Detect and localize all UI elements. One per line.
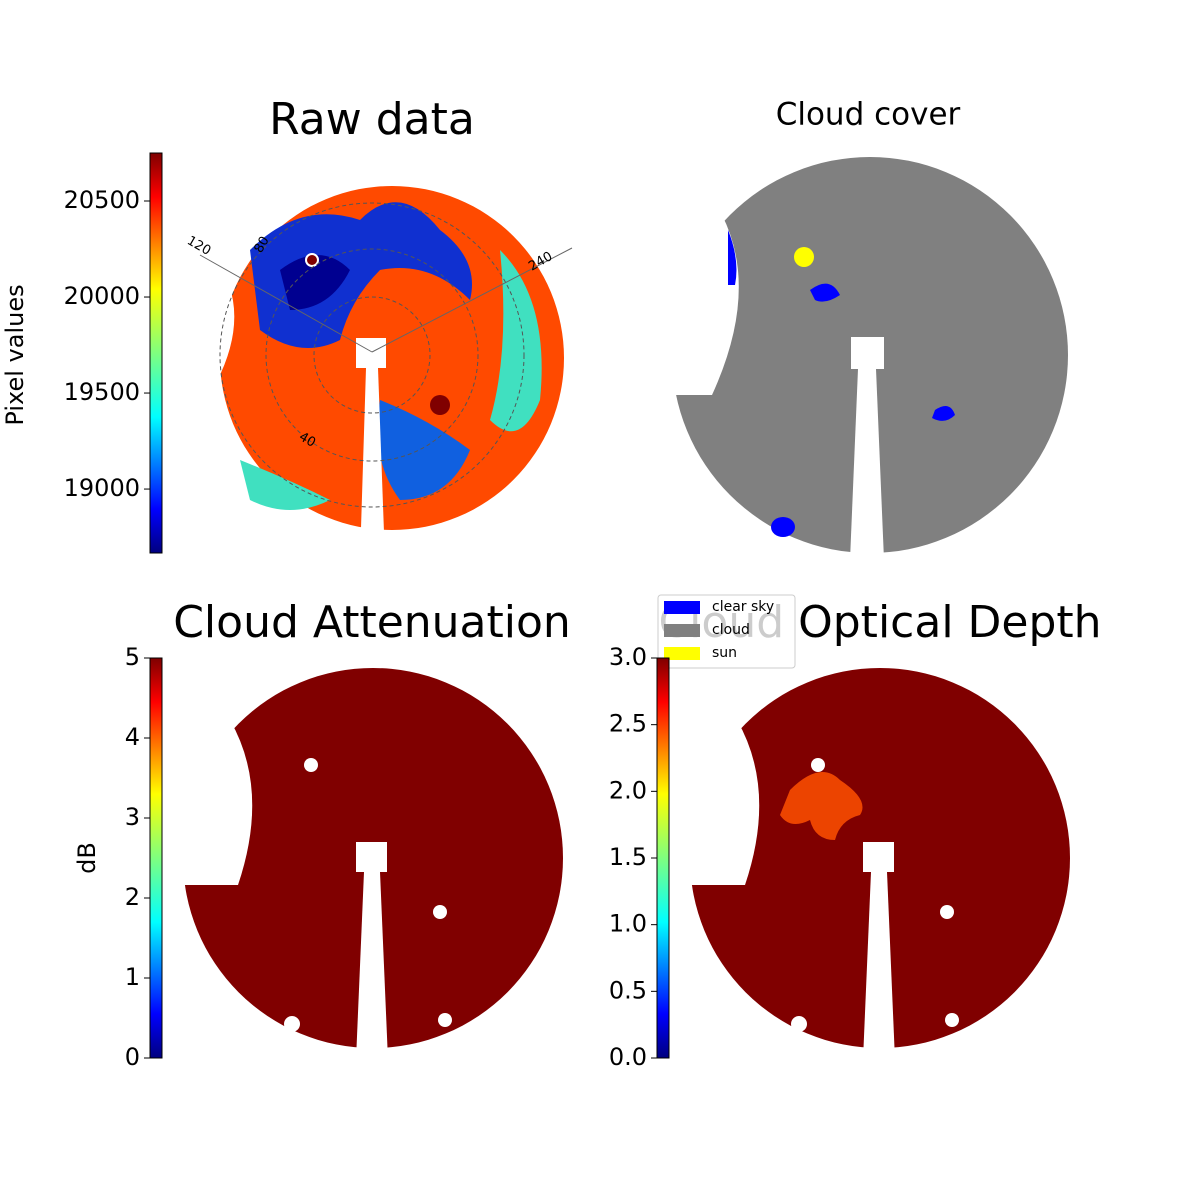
colorbar [656,657,670,1059]
y-tick-label: 20000 [64,282,140,310]
panel-title: Cloud cover [776,97,961,133]
y-tick-label: 5 [125,643,140,671]
grid-label: 80 [252,234,273,256]
grid-label: 240 [526,249,555,274]
legend-swatch [664,601,700,614]
panel-title: Cloud Attenuation [173,597,571,648]
y-tick-label: 1.5 [609,843,647,871]
y-tick-label: 4 [125,723,140,751]
y-tick-label: 2 [125,883,140,911]
cloud-cover-image [670,157,1068,560]
y-tick-label: 2.0 [609,776,647,804]
y-tick-label: 2.5 [609,710,647,738]
y-tick-label: 19500 [64,378,140,406]
colorbar [149,152,163,554]
raw-image: 120 80 240 40 [184,186,573,560]
grid-label: 40 [296,430,318,451]
colorbar-label: Pixel values [1,284,29,425]
y-tick-label: 19000 [64,474,140,502]
legend-label: cloud [712,622,750,638]
y-tick-label: 3.0 [609,643,647,671]
legend-label: clear sky [712,599,774,615]
legend-label: sun [712,645,737,661]
panel-title: Raw data [269,94,475,145]
y-tick-label: 20500 [64,186,140,214]
optical-depth-image [687,668,1070,1060]
y-tick-label: 0.0 [609,1043,647,1071]
y-tick-label: 3 [125,803,140,831]
legend: clear sky cloud sun [657,594,796,669]
colorbar [149,657,163,1059]
legend-swatch [664,624,700,637]
y-tick-label: 0.5 [609,976,647,1004]
y-tick-label: 1 [125,963,140,991]
attenuation-image [180,668,563,1060]
y-tick-label: 0 [125,1043,140,1071]
colorbar-label: dB [73,842,101,874]
y-tick-label: 1.0 [609,910,647,938]
legend-swatch [664,647,700,660]
